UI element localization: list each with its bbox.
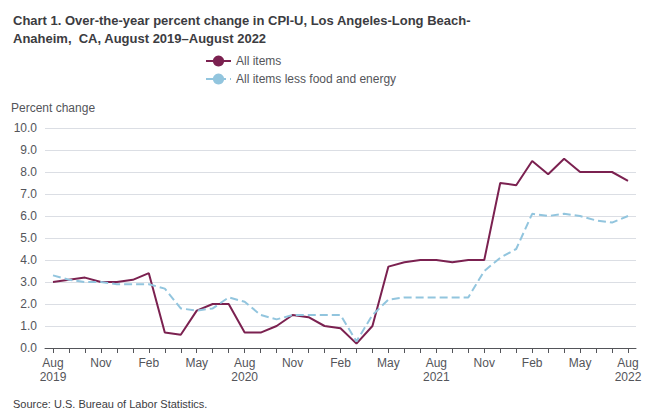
svg-text:10.0: 10.0 (14, 121, 38, 135)
svg-text:Feb: Feb (138, 356, 159, 370)
svg-text:2020: 2020 (231, 370, 258, 384)
svg-text:Chart 1. Over-the-year percent: Chart 1. Over-the-year percent change in… (13, 13, 471, 28)
svg-text:9.0: 9.0 (20, 143, 37, 157)
svg-text:Percent change: Percent change (11, 101, 95, 115)
svg-text:2021: 2021 (423, 370, 450, 384)
svg-text:May: May (185, 356, 208, 370)
svg-text:Aug: Aug (42, 356, 63, 370)
svg-text:1.0: 1.0 (20, 319, 37, 333)
svg-text:2022: 2022 (615, 370, 642, 384)
svg-text:All items less food and energy: All items less food and energy (236, 72, 396, 86)
svg-text:All items: All items (236, 54, 281, 68)
svg-text:4.0: 4.0 (20, 253, 37, 267)
svg-text:Nov: Nov (282, 356, 303, 370)
svg-text:May: May (377, 356, 400, 370)
svg-text:2.0: 2.0 (20, 297, 37, 311)
svg-text:Aug: Aug (234, 356, 255, 370)
svg-text:Aug: Aug (426, 356, 447, 370)
svg-text:6.0: 6.0 (20, 209, 37, 223)
svg-text:Nov: Nov (474, 356, 495, 370)
svg-text:7.0: 7.0 (20, 187, 37, 201)
svg-text:Anaheim, CA, August 2019–Augu: Anaheim, CA, August 2019–August 2022 (13, 31, 266, 46)
svg-text:Aug: Aug (617, 356, 638, 370)
svg-text:5.0: 5.0 (20, 231, 37, 245)
svg-text:Feb: Feb (330, 356, 351, 370)
svg-text:0.0: 0.0 (20, 341, 37, 355)
svg-text:Feb: Feb (522, 356, 543, 370)
svg-text:8.0: 8.0 (20, 165, 37, 179)
svg-text:May: May (569, 356, 592, 370)
svg-text:2019: 2019 (40, 370, 67, 384)
svg-text:Source: U.S. Bureau of Labor S: Source: U.S. Bureau of Labor Statistics. (13, 398, 207, 410)
svg-text:Nov: Nov (90, 356, 111, 370)
svg-text:3.0: 3.0 (20, 275, 37, 289)
